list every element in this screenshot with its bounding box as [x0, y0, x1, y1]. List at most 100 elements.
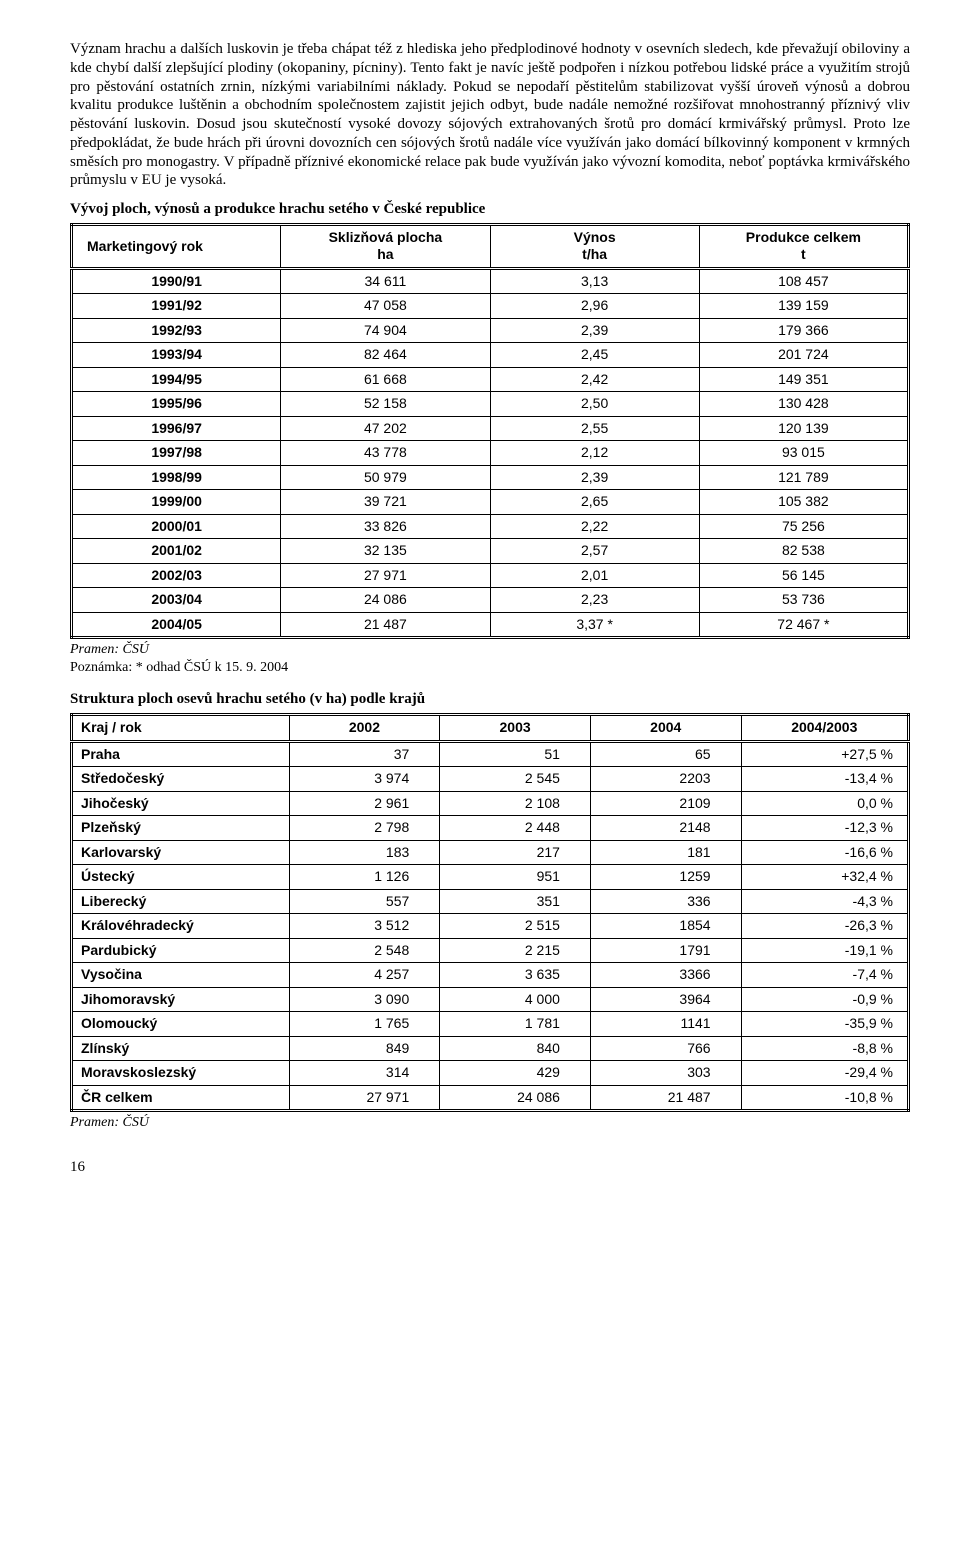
table-cell: 2 548: [289, 938, 440, 963]
table2-source: Pramen: ČSÚ: [70, 1114, 910, 1132]
table-cell: 149 351: [699, 367, 908, 392]
table-cell: 2148: [590, 816, 741, 841]
table-cell: 52 158: [281, 392, 490, 417]
table2-title: Struktura ploch osevů hrachu setého (v h…: [70, 690, 910, 709]
table-cell: 2,39: [490, 465, 699, 490]
table-cell: -12,3 %: [741, 816, 908, 841]
table-cell: 51: [440, 741, 591, 767]
table-cell: 3964: [590, 987, 741, 1012]
table-cell: 43 778: [281, 441, 490, 466]
table-cell: 1991/92: [72, 294, 281, 319]
table-cell: 130 428: [699, 392, 908, 417]
table-row: 1999/0039 7212,65105 382: [72, 490, 909, 515]
table-cell: 2,42: [490, 367, 699, 392]
table-cell: 1990/91: [72, 268, 281, 294]
table-cell: 24 086: [281, 588, 490, 613]
body-paragraph: Význam hrachu a dalších luskovin je třeb…: [70, 40, 910, 190]
table-cell: 2,23: [490, 588, 699, 613]
table-cell: Liberecký: [72, 889, 290, 914]
table-cell: 2,22: [490, 514, 699, 539]
table-cell: 2002/03: [72, 563, 281, 588]
table-cell: 1997/98: [72, 441, 281, 466]
table-row: 1998/9950 9792,39121 789: [72, 465, 909, 490]
table-cell: 4 257: [289, 963, 440, 988]
table-cell: -10,8 %: [741, 1085, 908, 1111]
th-year: Marketingový rok: [72, 224, 281, 268]
table1-source: Pramen: ČSÚ: [70, 641, 910, 659]
table-cell: Olomoucký: [72, 1012, 290, 1037]
th-prod-l2: t: [710, 246, 897, 264]
table-cell: 2 108: [440, 791, 591, 816]
table-cell: 2 515: [440, 914, 591, 939]
table-row: 1992/9374 9042,39179 366: [72, 318, 909, 343]
th-2004: 2004: [590, 715, 741, 742]
table-cell: 2 798: [289, 816, 440, 841]
table-cell: 2 215: [440, 938, 591, 963]
table-cell: ČR celkem: [72, 1085, 290, 1111]
table-cell: 2000/01: [72, 514, 281, 539]
table-cell: 849: [289, 1036, 440, 1061]
table-cell: 27 971: [289, 1085, 440, 1111]
table-cell: 766: [590, 1036, 741, 1061]
table-cell: 105 382: [699, 490, 908, 515]
table-cell: Jihomoravský: [72, 987, 290, 1012]
table-cell: 217: [440, 840, 591, 865]
table-cell: 3 090: [289, 987, 440, 1012]
table-cell: 1 765: [289, 1012, 440, 1037]
th-yield-l1: Výnos: [501, 229, 689, 247]
table-cell: Pardubický: [72, 938, 290, 963]
table-row: 1997/9843 7782,1293 015: [72, 441, 909, 466]
table-cell: 4 000: [440, 987, 591, 1012]
table-cell: 2,45: [490, 343, 699, 368]
table-cell: 1996/97: [72, 416, 281, 441]
table-row: 1996/9747 2022,55120 139: [72, 416, 909, 441]
table-cell: 82 538: [699, 539, 908, 564]
table-cell: 121 789: [699, 465, 908, 490]
table-cell: 1994/95: [72, 367, 281, 392]
table-cell: 24 086: [440, 1085, 591, 1111]
table-cell: 50 979: [281, 465, 490, 490]
table-cell: Zlínský: [72, 1036, 290, 1061]
table-cell: 2,55: [490, 416, 699, 441]
table-cell: 1999/00: [72, 490, 281, 515]
table-cell: 47 202: [281, 416, 490, 441]
page-number: 16: [70, 1158, 910, 1177]
table-cell: 2109: [590, 791, 741, 816]
table-row: 2003/0424 0862,2353 736: [72, 588, 909, 613]
table-cell: -8,8 %: [741, 1036, 908, 1061]
table-cell: 3 974: [289, 767, 440, 792]
table-cell: 139 159: [699, 294, 908, 319]
table-cell: 2,96: [490, 294, 699, 319]
table-row: Praha375165+27,5 %: [72, 741, 909, 767]
table-row: Liberecký557351336-4,3 %: [72, 889, 909, 914]
table-cell: 951: [440, 865, 591, 890]
table-cell: -4,3 %: [741, 889, 908, 914]
table-cell: 2,57: [490, 539, 699, 564]
table-cell: 3,13: [490, 268, 699, 294]
table-row: 2001/0232 1352,5782 538: [72, 539, 909, 564]
table-cell: Plzeňský: [72, 816, 290, 841]
table-header-row: Kraj / rok 2002 2003 2004 2004/2003: [72, 715, 909, 742]
table-cell: 3,37 *: [490, 612, 699, 638]
table-cell: 93 015: [699, 441, 908, 466]
table-cell: 1992/93: [72, 318, 281, 343]
table-row: 1990/9134 6113,13108 457: [72, 268, 909, 294]
table-cell: 2 961: [289, 791, 440, 816]
table-row: Pardubický2 5482 2151791-19,1 %: [72, 938, 909, 963]
table-cell: 429: [440, 1061, 591, 1086]
table-cell: 351: [440, 889, 591, 914]
table-cell: Praha: [72, 741, 290, 767]
table-cell: -7,4 %: [741, 963, 908, 988]
table-cell: 75 256: [699, 514, 908, 539]
table-cell: Karlovarský: [72, 840, 290, 865]
table-row: 2002/0327 9712,0156 145: [72, 563, 909, 588]
table-cell: 72 467 *: [699, 612, 908, 638]
table-row: 1993/9482 4642,45201 724: [72, 343, 909, 368]
table-cell: 1259: [590, 865, 741, 890]
table-cell: 2004/05: [72, 612, 281, 638]
table-cell: 314: [289, 1061, 440, 1086]
table-cell: 108 457: [699, 268, 908, 294]
table-row: ČR celkem27 97124 08621 487-10,8 %: [72, 1085, 909, 1111]
table-cell: 3366: [590, 963, 741, 988]
th-prod-l1: Produkce celkem: [710, 229, 897, 247]
